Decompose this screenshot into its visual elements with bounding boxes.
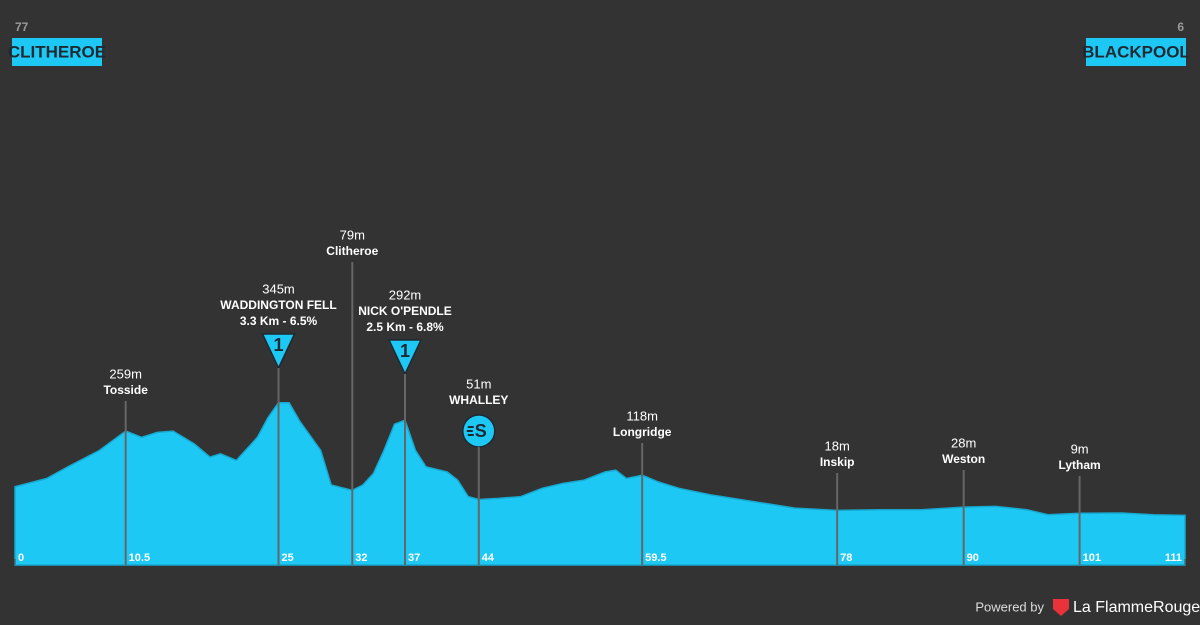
waypoint-elevation: 28m [951,435,976,450]
brand-logo [1053,599,1069,616]
waypoint-name: Tosside [103,383,148,397]
x-tick-label: 0 [18,552,24,564]
waypoint-name: Weston [942,452,985,466]
waypoint-elevation: 345m [262,281,295,296]
waypoint-name: Lytham [1058,458,1100,472]
waypoint-elevation: 51m [466,376,491,391]
waypoint-elevation: 292m [389,287,422,302]
powered-by: Powered by [975,599,1044,614]
waypoint-name: Clitheroe [326,244,378,258]
waypoint-name: NICK O'PENDLE [358,304,452,318]
sprint-symbol: S [475,421,487,441]
finish-box [1086,38,1186,66]
x-tick-label: 78 [840,552,852,564]
finish-name: BLACKPOOL [1082,42,1190,61]
profile-layer: 0 10.5 25 32 37 44 59.5 78 90 101 111 259m Tosside 34… [14,227,1186,566]
waypoint-name: Inskip [820,455,855,469]
start-box [12,38,102,66]
climb-badge [261,333,296,370]
climb-category: 1 [400,341,410,361]
start-number: 77 [15,20,29,34]
x-tick-label: 32 [355,552,367,564]
waypoint-elevation: 118m [626,408,658,423]
climb-badge [387,339,423,376]
waypoint-elevation: 9m [1071,441,1089,456]
climb-category: 1 [274,335,284,355]
climb-detail: 3.3 Km - 6.5% [240,314,318,328]
x-tick-label: 101 [1083,552,1101,564]
x-tick-label: 90 [967,552,979,564]
sprint-lines [466,426,474,436]
x-tick-label: 37 [408,552,420,564]
x-tick-label: 59.5 [645,552,666,564]
elevation-area [14,402,1186,566]
waypoint-elevation: 79m [340,227,365,242]
x-tick-label: 25 [282,552,294,564]
climb-detail: 2.5 Km - 6.8% [366,320,444,334]
x-tick-label: 10.5 [129,552,150,564]
x-tick-label: 44 [482,552,495,564]
waypoint-elevation: 259m [109,366,142,381]
finish-number: 6 [1177,20,1184,34]
waypoint-name: WADDINGTON FELL [220,298,336,312]
waypoint-elevation: 18m [825,438,850,453]
x-tick-label: 111 [1165,552,1182,564]
start-name: CLITHEROE [8,42,106,61]
brand-name: La FlammeRouge [1073,599,1200,616]
waypoint-name: Longridge [613,425,672,439]
waypoint-name: WHALLEY [449,393,508,407]
